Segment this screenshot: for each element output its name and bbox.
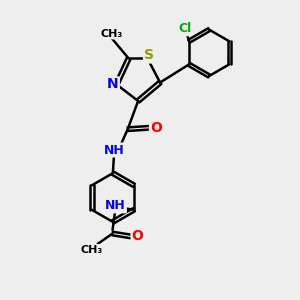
Text: Cl: Cl bbox=[178, 22, 191, 35]
Text: NH: NH bbox=[104, 143, 125, 157]
Text: CH₃: CH₃ bbox=[100, 28, 123, 38]
Text: N: N bbox=[107, 77, 119, 92]
Text: O: O bbox=[132, 230, 143, 244]
Text: S: S bbox=[144, 49, 154, 62]
Text: O: O bbox=[150, 121, 162, 135]
Text: CH₃: CH₃ bbox=[81, 245, 103, 255]
Text: NH: NH bbox=[105, 200, 126, 212]
